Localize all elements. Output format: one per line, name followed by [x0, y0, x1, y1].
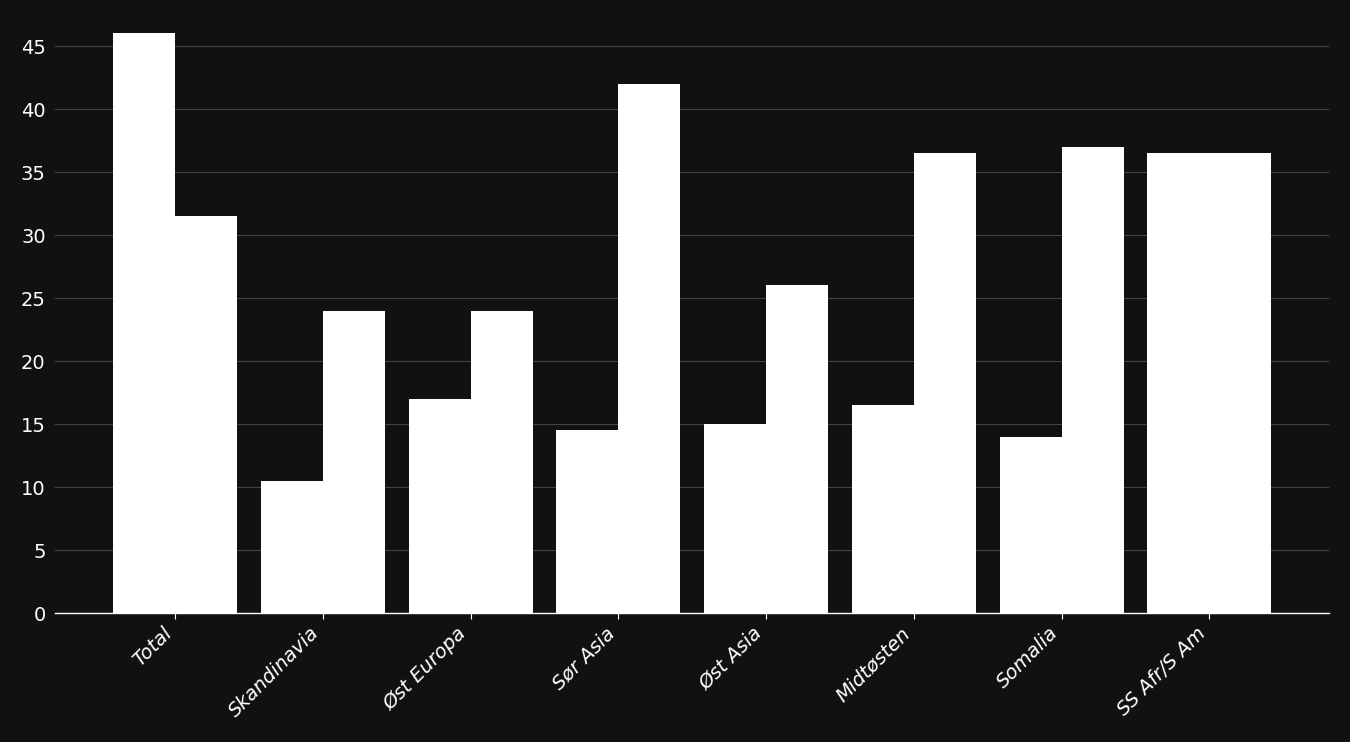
- Bar: [323, 311, 385, 613]
- Bar: [113, 33, 176, 613]
- Bar: [1061, 147, 1123, 613]
- Bar: [705, 424, 767, 613]
- Bar: [618, 84, 680, 613]
- Bar: [1148, 153, 1210, 613]
- Bar: [409, 399, 471, 613]
- Bar: [999, 437, 1061, 613]
- Bar: [556, 430, 618, 613]
- Bar: [1210, 153, 1272, 613]
- Bar: [176, 216, 238, 613]
- Bar: [767, 286, 828, 613]
- Bar: [914, 153, 976, 613]
- Bar: [261, 481, 323, 613]
- Bar: [852, 405, 914, 613]
- Bar: [471, 311, 533, 613]
